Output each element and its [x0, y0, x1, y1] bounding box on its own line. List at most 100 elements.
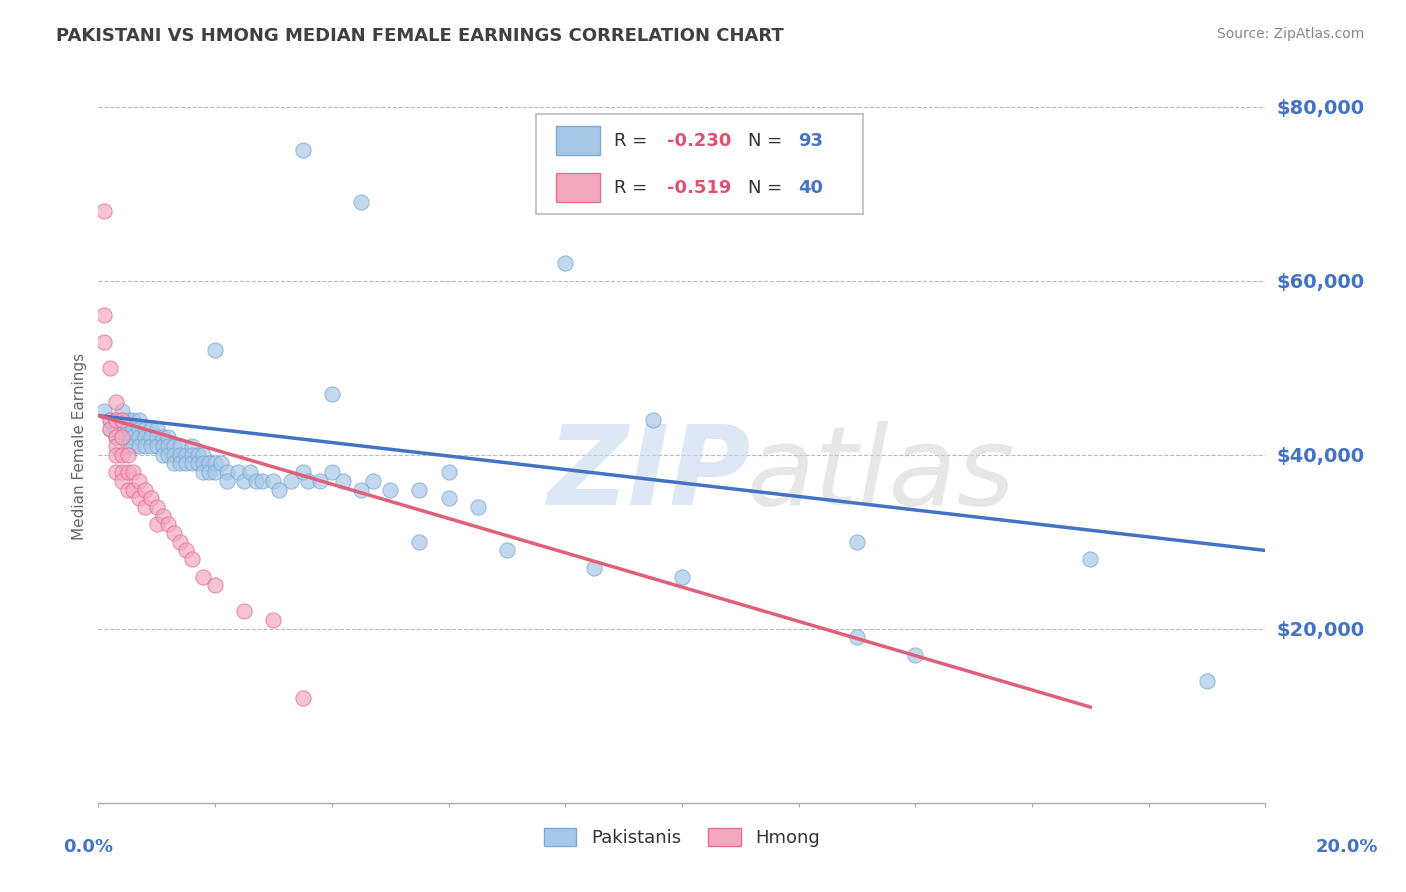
Point	[139, 439, 162, 453]
Text: N =: N =	[748, 178, 789, 196]
Point	[250, 474, 273, 488]
Text: ZIP: ZIP	[548, 421, 751, 528]
Point	[245, 474, 267, 488]
Point	[152, 439, 174, 453]
Point	[146, 517, 169, 532]
Point	[104, 395, 127, 409]
Point	[117, 430, 139, 444]
Point	[98, 421, 121, 435]
Point	[408, 483, 430, 497]
Point	[332, 474, 354, 488]
Point	[193, 457, 215, 471]
Point	[437, 491, 460, 506]
Point	[904, 648, 927, 662]
Point	[122, 483, 145, 497]
Point	[111, 413, 134, 427]
Point	[291, 691, 314, 706]
Point	[169, 448, 191, 462]
Point	[157, 448, 180, 462]
Point	[163, 526, 186, 541]
Point	[361, 474, 384, 488]
Point	[152, 430, 174, 444]
Text: R =: R =	[614, 132, 654, 150]
Point	[134, 483, 156, 497]
Point	[117, 448, 139, 462]
Point	[117, 439, 139, 453]
Text: R =: R =	[614, 178, 654, 196]
Point	[239, 465, 262, 479]
Point	[198, 457, 221, 471]
Point	[139, 430, 162, 444]
Point	[193, 448, 215, 462]
Point	[111, 421, 134, 435]
Point	[152, 448, 174, 462]
Point	[139, 421, 162, 435]
Point	[204, 343, 226, 358]
Point	[180, 439, 202, 453]
Point	[467, 500, 489, 514]
Point	[117, 483, 139, 497]
Point	[174, 543, 197, 558]
Point	[128, 474, 150, 488]
Point	[117, 421, 139, 435]
Point	[846, 631, 869, 645]
Point	[233, 474, 256, 488]
Point	[104, 439, 127, 453]
Point	[215, 465, 238, 479]
Point	[163, 439, 186, 453]
Point	[122, 413, 145, 427]
Point	[128, 421, 150, 435]
Point	[193, 465, 215, 479]
Point	[157, 517, 180, 532]
Text: 0.0%: 0.0%	[63, 838, 114, 855]
Point	[204, 578, 226, 592]
Point	[187, 457, 209, 471]
Point	[204, 457, 226, 471]
Point	[262, 613, 284, 627]
Point	[122, 439, 145, 453]
Text: 40: 40	[799, 178, 824, 196]
Point	[204, 465, 226, 479]
Point	[321, 465, 343, 479]
Point	[408, 534, 430, 549]
Point	[174, 457, 197, 471]
Point	[98, 421, 121, 435]
Point	[309, 474, 332, 488]
Point	[93, 309, 115, 323]
Point	[93, 404, 115, 418]
Point	[93, 334, 115, 349]
Point	[193, 569, 215, 583]
Point	[228, 465, 250, 479]
Text: atlas: atlas	[747, 421, 1015, 528]
Point	[128, 439, 150, 453]
Point	[104, 430, 127, 444]
Point	[139, 491, 162, 506]
Point	[128, 413, 150, 427]
Text: 93: 93	[799, 132, 824, 150]
Point	[117, 465, 139, 479]
Point	[554, 256, 576, 270]
Point	[380, 483, 402, 497]
Point	[157, 439, 180, 453]
Point	[111, 413, 134, 427]
Text: Source: ZipAtlas.com: Source: ZipAtlas.com	[1216, 27, 1364, 41]
Point	[128, 430, 150, 444]
Point	[297, 474, 319, 488]
Legend: Pakistanis, Hmong: Pakistanis, Hmong	[537, 821, 827, 855]
Text: N =: N =	[748, 132, 789, 150]
Point	[134, 439, 156, 453]
Text: -0.519: -0.519	[666, 178, 731, 196]
Point	[269, 483, 291, 497]
Point	[122, 421, 145, 435]
Point	[93, 204, 115, 219]
Point	[128, 491, 150, 506]
Point	[104, 413, 127, 427]
Point	[134, 430, 156, 444]
Text: -0.230: -0.230	[666, 132, 731, 150]
Point	[134, 421, 156, 435]
Point	[291, 143, 314, 157]
Point	[280, 474, 302, 488]
Point	[98, 360, 121, 375]
Point	[209, 457, 232, 471]
Point	[169, 457, 191, 471]
